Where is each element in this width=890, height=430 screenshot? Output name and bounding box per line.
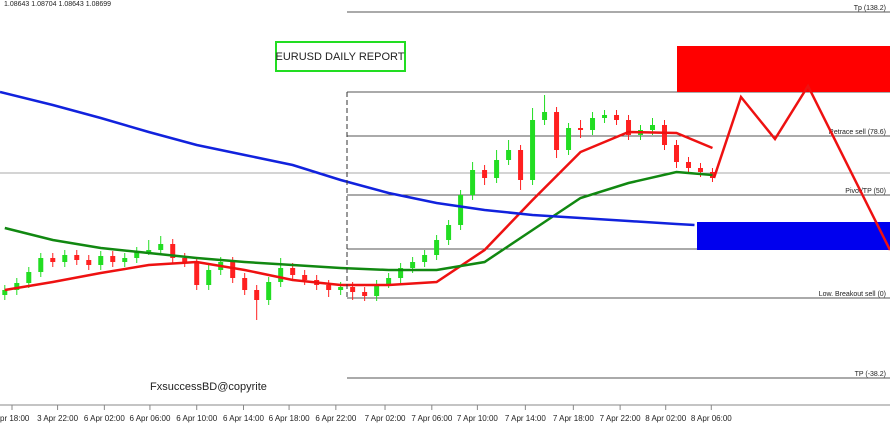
candle-body bbox=[566, 128, 572, 150]
candle-body bbox=[518, 150, 524, 180]
candle-body bbox=[50, 258, 56, 262]
candle-body bbox=[302, 275, 308, 280]
candle-body bbox=[170, 244, 176, 258]
x-tick-label: 7 Apr 02:00 bbox=[365, 414, 406, 423]
candle-body bbox=[230, 262, 236, 278]
candle-body bbox=[194, 262, 200, 285]
x-tick-label: 6 Apr 06:00 bbox=[129, 414, 170, 423]
x-tick-label: 6 Apr 14:00 bbox=[223, 414, 264, 423]
candle-body bbox=[14, 283, 20, 290]
candle-body bbox=[578, 128, 584, 130]
candle-body bbox=[278, 268, 284, 282]
candle-body bbox=[242, 278, 248, 290]
candle-body bbox=[38, 258, 44, 272]
candle-body bbox=[290, 268, 296, 275]
forecast-path bbox=[712, 83, 890, 251]
candle-body bbox=[494, 160, 500, 178]
candle-body bbox=[326, 285, 332, 290]
candle-body bbox=[266, 282, 272, 300]
buy-zone bbox=[697, 222, 890, 250]
candle-body bbox=[110, 256, 116, 262]
candle-body bbox=[98, 256, 104, 265]
level-label: Low. Breakout sell (0) bbox=[819, 291, 886, 298]
candle-body bbox=[434, 240, 440, 255]
candle-body bbox=[410, 262, 416, 268]
candle-body bbox=[254, 290, 260, 300]
level-label: Tp (138.2) bbox=[854, 5, 886, 12]
candle-body bbox=[697, 168, 703, 172]
candle-body bbox=[530, 120, 536, 180]
candle-body bbox=[554, 112, 560, 150]
title-box bbox=[275, 41, 406, 72]
x-tick-label: 8 Apr 02:00 bbox=[645, 414, 686, 423]
moving-average bbox=[4, 170, 713, 272]
candle-body bbox=[206, 270, 212, 285]
x-tick-label: 6 Apr 02:00 bbox=[84, 414, 125, 423]
candle-body bbox=[482, 170, 488, 178]
candle-body bbox=[614, 115, 620, 120]
x-tick-label: 6 Apr 10:00 bbox=[176, 414, 217, 423]
candle-body bbox=[386, 278, 392, 285]
candle-body bbox=[422, 255, 428, 262]
candle-body bbox=[146, 250, 152, 252]
candle-body bbox=[350, 287, 356, 292]
candle-body bbox=[158, 244, 164, 250]
x-tick-label: 7 Apr 22:00 bbox=[600, 414, 641, 423]
x-tick-label: 7 Apr 18:00 bbox=[553, 414, 594, 423]
level-label: Pivot/TP (50) bbox=[845, 188, 886, 195]
candle-body bbox=[446, 225, 452, 240]
candle-body bbox=[86, 260, 92, 265]
candle-body bbox=[673, 145, 679, 162]
candle-body bbox=[626, 120, 632, 135]
x-tick-label: 6 Apr 22:00 bbox=[315, 414, 356, 423]
x-tick-label: 7 Apr 10:00 bbox=[457, 414, 498, 423]
price-header: 1.08643 1.08704 1.08643 1.08699 bbox=[4, 1, 111, 8]
x-tick-label: 8 Apr 06:00 bbox=[691, 414, 732, 423]
x-tick-label: Apr 18:00 bbox=[0, 414, 30, 423]
candle-body bbox=[338, 287, 344, 290]
level-label: Retrace sell (78.6) bbox=[829, 129, 886, 136]
candle-body bbox=[182, 258, 188, 262]
sell-zone bbox=[677, 46, 890, 92]
plot bbox=[0, 90, 715, 320]
candle-body bbox=[362, 292, 368, 296]
moving-average bbox=[4, 130, 713, 292]
candle-body bbox=[26, 272, 32, 283]
level-label: TP (-38.2) bbox=[855, 371, 886, 378]
candle-body bbox=[74, 255, 80, 260]
watermark: FxsuccessBD@copyrite bbox=[150, 381, 267, 393]
x-tick-label: 6 Apr 18:00 bbox=[269, 414, 310, 423]
candle-body bbox=[685, 162, 691, 168]
chart-title: EURUSD DAILY REPORT bbox=[276, 51, 405, 63]
x-tick-label: 3 Apr 22:00 bbox=[37, 414, 78, 423]
x-tick-label: 7 Apr 14:00 bbox=[505, 414, 546, 423]
candle-body bbox=[134, 252, 140, 258]
x-axis-labels: Apr 18:00 3 Apr 22:00 6 Apr 02:00 6 Apr 06:… bbox=[0, 405, 732, 423]
candle-body bbox=[458, 195, 464, 225]
x-tick-label: 7 Apr 06:00 bbox=[411, 414, 452, 423]
candle-body bbox=[650, 125, 656, 130]
candle-body bbox=[602, 115, 608, 118]
moving-average bbox=[0, 90, 695, 227]
candle-body bbox=[398, 268, 404, 278]
candle-body bbox=[62, 255, 68, 262]
candle-body bbox=[662, 125, 668, 145]
candle-body bbox=[374, 285, 380, 296]
candle-body bbox=[470, 170, 476, 195]
candle-body bbox=[506, 150, 512, 160]
candle-body bbox=[2, 290, 8, 295]
candle-body bbox=[122, 258, 128, 262]
candle-body bbox=[590, 118, 596, 130]
candle-body bbox=[542, 112, 548, 120]
